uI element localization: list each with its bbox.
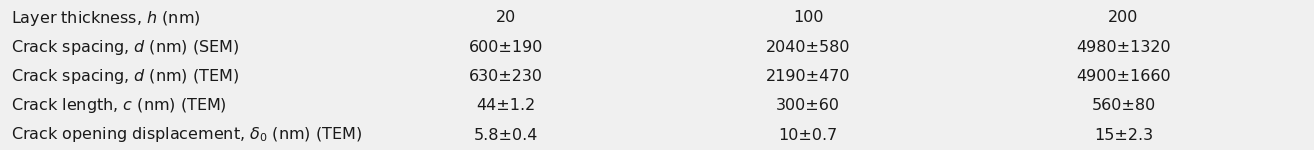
- Text: 630±230: 630±230: [469, 69, 543, 84]
- Text: 200: 200: [1108, 11, 1139, 26]
- Text: Crack length, $c$ (nm) (TEM): Crack length, $c$ (nm) (TEM): [11, 96, 226, 115]
- Text: Crack opening displacement, $\delta_0$ (nm) (TEM): Crack opening displacement, $\delta_0$ (…: [11, 126, 361, 144]
- Text: Layer thickness, $h$ (nm): Layer thickness, $h$ (nm): [11, 9, 200, 27]
- Text: 15±2.3: 15±2.3: [1095, 128, 1152, 142]
- Text: 300±60: 300±60: [777, 98, 840, 113]
- Text: 4900±1660: 4900±1660: [1076, 69, 1171, 84]
- Text: Crack spacing, $d$ (nm) (TEM): Crack spacing, $d$ (nm) (TEM): [11, 67, 239, 86]
- Text: 4980±1320: 4980±1320: [1076, 40, 1171, 55]
- Text: 2040±580: 2040±580: [766, 40, 850, 55]
- Text: Crack spacing, $d$ (nm) (SEM): Crack spacing, $d$ (nm) (SEM): [11, 38, 239, 57]
- Text: 2190±470: 2190±470: [766, 69, 850, 84]
- Text: 100: 100: [792, 11, 824, 26]
- Text: 560±80: 560±80: [1092, 98, 1155, 113]
- Text: 10±0.7: 10±0.7: [778, 128, 838, 142]
- Text: 20: 20: [495, 11, 516, 26]
- Text: 5.8±0.4: 5.8±0.4: [474, 128, 537, 142]
- Text: 44±1.2: 44±1.2: [476, 98, 536, 113]
- Text: 600±190: 600±190: [469, 40, 543, 55]
